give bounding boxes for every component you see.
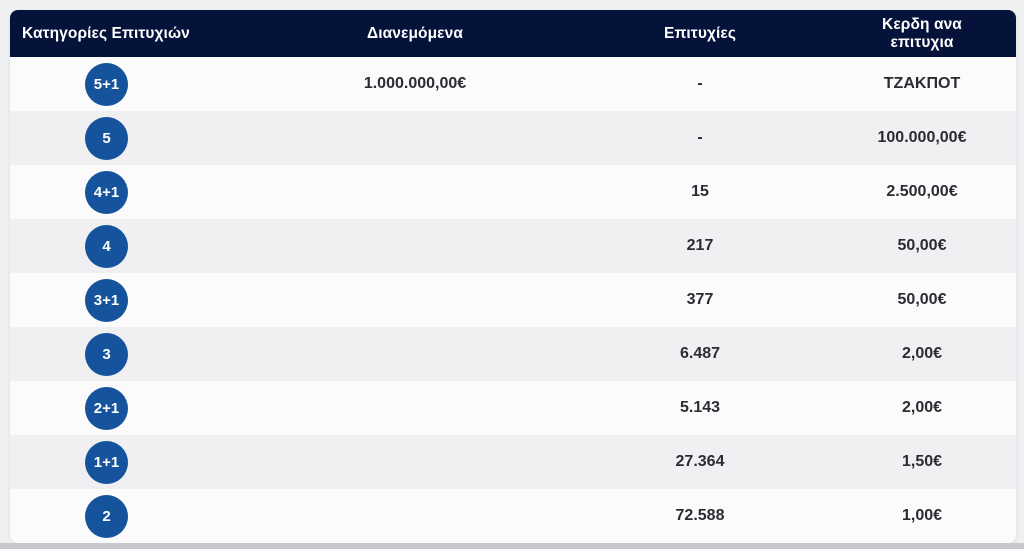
column-header-wins: Επιτυχίες: [664, 24, 736, 42]
category-badge: 4: [85, 224, 128, 268]
wins-cell: -: [697, 129, 703, 146]
category-cell: 4: [10, 224, 280, 268]
table-row: 4 217 50,00€: [10, 219, 1016, 273]
prize-cell: 50,00€: [897, 237, 947, 254]
prize-cell: ΤΖΑΚΠΟΤ: [883, 75, 961, 92]
category-badge: 3: [85, 332, 128, 376]
wins-cell: 27.364: [675, 453, 725, 470]
category-label: 2: [102, 507, 111, 525]
table-row: 5+1 1.000.000,00€ - ΤΖΑΚΠΟΤ: [10, 57, 1016, 111]
table-row: 5 - 100.000,00€: [10, 111, 1016, 165]
wins-cell: 5.143: [679, 399, 721, 416]
prize-cell: 1,50€: [901, 453, 943, 470]
column-header-categories: Κατηγορίες Επιτυχιών: [22, 24, 190, 42]
category-label: 3+1: [93, 291, 120, 309]
category-badge: 5: [85, 116, 128, 160]
table-row: 4+1 15 2.500,00€: [10, 165, 1016, 219]
category-cell: 5: [10, 116, 280, 160]
category-badge: 2+1: [85, 386, 128, 430]
table-row: 2+1 5.143 2,00€: [10, 381, 1016, 435]
category-label: 2+1: [93, 399, 120, 417]
category-cell: 2+1: [10, 386, 280, 430]
table-row: 3 6.487 2,00€: [10, 327, 1016, 381]
column-header-prize: Κερδη ανα επιτυχια: [882, 15, 962, 51]
category-label: 5+1: [93, 75, 120, 93]
wins-cell: 217: [686, 237, 714, 254]
wins-cell: 72.588: [675, 507, 725, 524]
table-header-row: Κατηγορίες Επιτυχιών Διανεμόμενα Επιτυχί…: [10, 10, 1016, 57]
wins-cell: 6.487: [679, 345, 721, 362]
page-section-divider: [0, 543, 1024, 549]
column-header-distributed: Διανεμόμενα: [367, 24, 463, 42]
category-badge: 4+1: [85, 170, 128, 214]
category-cell: 1+1: [10, 440, 280, 484]
prize-cell: 2,00€: [901, 345, 943, 362]
category-cell: 2: [10, 494, 280, 538]
wins-cell: 377: [686, 291, 714, 308]
category-cell: 3: [10, 332, 280, 376]
category-cell: 3+1: [10, 278, 280, 322]
category-label: 1+1: [93, 453, 120, 471]
table-body: 5+1 1.000.000,00€ - ΤΖΑΚΠΟΤ 5 - 100.000,…: [10, 57, 1016, 543]
category-label: 4: [102, 237, 111, 255]
winnings-table: Κατηγορίες Επιτυχιών Διανεμόμενα Επιτυχί…: [10, 10, 1016, 543]
wins-cell: 15: [691, 183, 709, 200]
prize-cell: 2,00€: [901, 399, 943, 416]
category-badge: 2: [85, 494, 128, 538]
category-badge: 3+1: [85, 278, 128, 322]
prize-cell: 50,00€: [897, 291, 947, 308]
category-cell: 4+1: [10, 170, 280, 214]
category-label: 5: [102, 129, 111, 147]
category-label: 3: [102, 345, 111, 363]
table-row: 3+1 377 50,00€: [10, 273, 1016, 327]
category-badge: 5+1: [85, 62, 128, 106]
table-row: 1+1 27.364 1,50€: [10, 435, 1016, 489]
prize-cell: 2.500,00€: [886, 183, 958, 200]
distributed-cell: 1.000.000,00€: [363, 75, 467, 92]
category-badge: 1+1: [85, 440, 128, 484]
prize-cell: 1,00€: [901, 507, 943, 524]
wins-cell: -: [697, 75, 703, 92]
category-label: 4+1: [93, 183, 120, 201]
category-cell: 5+1: [10, 62, 280, 106]
prize-cell: 100.000,00€: [877, 129, 967, 146]
table-row: 2 72.588 1,00€: [10, 489, 1016, 543]
